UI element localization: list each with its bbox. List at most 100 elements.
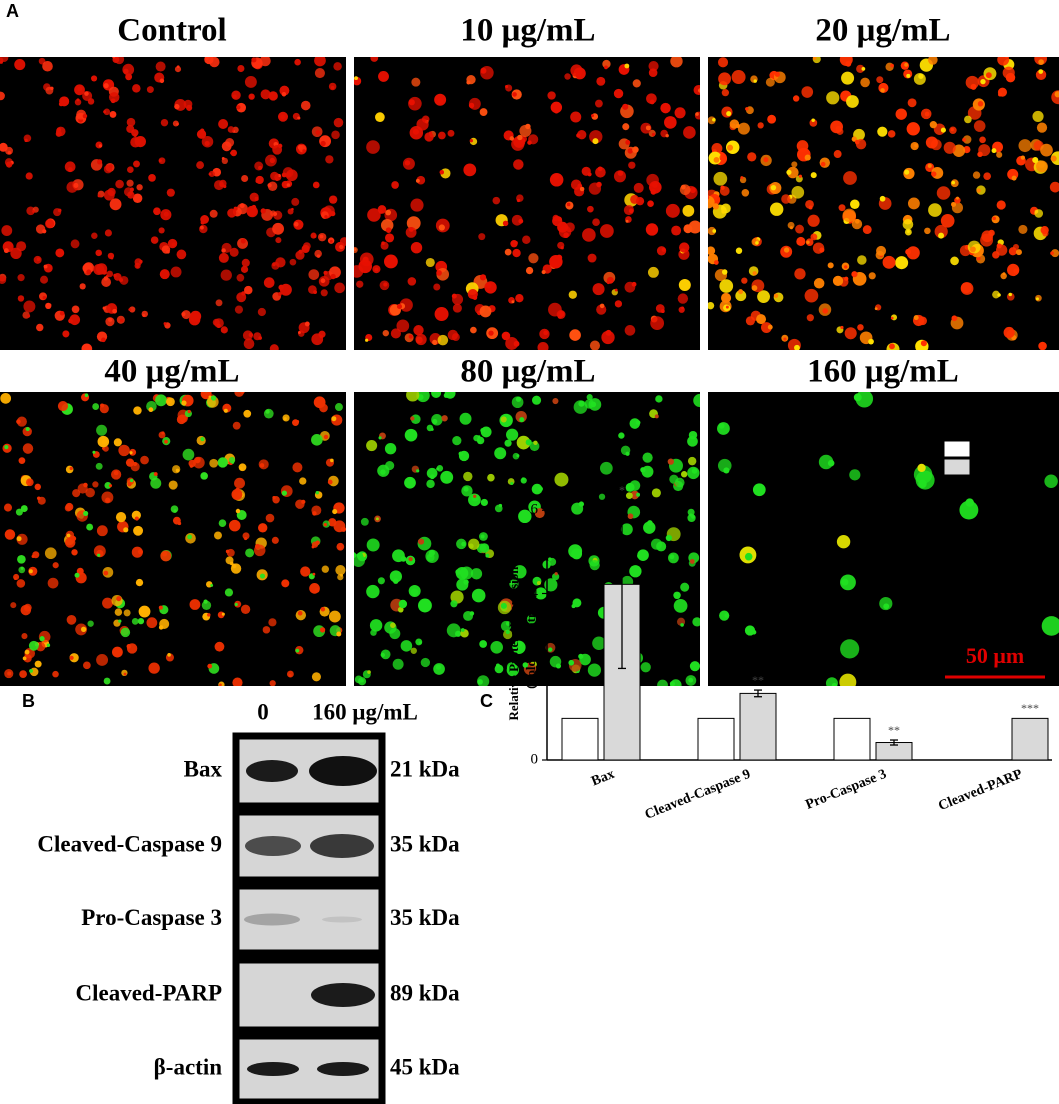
cell	[760, 322, 772, 333]
cell	[81, 343, 93, 350]
cell	[384, 254, 398, 269]
cell	[459, 412, 472, 425]
micrograph-background	[0, 392, 346, 686]
cell	[796, 236, 806, 247]
blot-band	[247, 1062, 299, 1076]
bar	[561, 717, 599, 761]
legend-label: 160 μg/mL	[976, 458, 1034, 473]
cell-spot	[917, 463, 926, 473]
cell-spot	[751, 629, 757, 635]
cell	[433, 283, 441, 291]
cell-spot	[962, 137, 967, 142]
cell-spot	[1008, 292, 1012, 297]
bar	[833, 717, 871, 761]
cell-spot	[401, 601, 406, 606]
cell-spot	[42, 229, 47, 234]
cell	[504, 248, 512, 256]
cell-spot	[649, 99, 655, 105]
cell	[150, 477, 162, 489]
cell-spot	[997, 293, 1001, 297]
cell	[189, 599, 201, 610]
cell	[587, 205, 594, 213]
cell	[148, 662, 160, 674]
cell-spot	[236, 105, 241, 110]
cell	[648, 60, 659, 72]
cell	[104, 229, 112, 237]
cell-spot	[194, 457, 201, 464]
cell	[450, 600, 458, 608]
cell-spot	[128, 308, 132, 312]
cell	[259, 57, 271, 67]
cell-spot	[525, 123, 531, 130]
cell-spot	[479, 274, 487, 281]
cell-spot	[113, 470, 119, 476]
significance: *	[619, 483, 625, 497]
cell	[232, 677, 243, 686]
cell	[370, 57, 379, 62]
cell-spot	[340, 573, 343, 577]
cell	[218, 119, 229, 129]
size-label: 89 kDa	[390, 980, 460, 1005]
cell	[731, 70, 746, 85]
cell	[170, 266, 182, 278]
cell-spot	[367, 670, 371, 674]
cell	[463, 163, 477, 177]
cell-spot	[836, 129, 840, 133]
cell-spot	[91, 76, 94, 80]
cell-spot	[412, 128, 419, 135]
cell	[895, 108, 907, 120]
cell	[190, 310, 202, 322]
cell-spot	[410, 416, 415, 421]
cell-spot	[519, 417, 525, 423]
cell	[557, 221, 569, 233]
cell	[213, 531, 222, 540]
cell	[504, 439, 512, 447]
cell-spot	[43, 264, 48, 269]
significance: **	[752, 673, 764, 687]
cell	[166, 397, 175, 407]
cell-spot	[650, 189, 657, 195]
cell	[589, 130, 603, 144]
cell	[408, 585, 421, 598]
cell	[882, 255, 896, 269]
cell-spot	[32, 210, 35, 213]
cell-spot	[297, 116, 301, 120]
cell	[1000, 272, 1007, 280]
cell	[160, 550, 172, 562]
cell-spot	[913, 315, 919, 321]
cell	[10, 602, 17, 609]
cell	[651, 488, 661, 498]
cell-spot	[207, 613, 211, 617]
cell	[22, 443, 34, 454]
cell-spot	[435, 664, 442, 670]
cell	[83, 661, 91, 670]
cell-spot	[277, 143, 283, 149]
cell	[592, 636, 606, 651]
cell	[741, 277, 748, 284]
cell	[132, 193, 143, 203]
cell	[688, 220, 700, 234]
cell-spot	[86, 269, 92, 275]
cell-spot	[688, 677, 694, 683]
cell-spot	[417, 538, 425, 545]
cell	[757, 122, 764, 129]
cell-spot	[139, 259, 143, 264]
cell	[741, 189, 750, 197]
cell-spot	[20, 566, 24, 570]
cell	[952, 144, 966, 157]
cell	[258, 523, 268, 533]
cell-spot	[48, 303, 52, 307]
cell	[426, 467, 438, 479]
cell-spot	[578, 501, 585, 507]
cell-spot	[174, 103, 180, 110]
cell-spot	[36, 257, 41, 262]
cell	[902, 219, 914, 230]
cell	[887, 130, 896, 138]
cell	[159, 269, 170, 280]
cell	[1002, 66, 1015, 79]
cell-spot	[591, 114, 594, 118]
cell-spot	[269, 157, 275, 164]
cell	[3, 503, 13, 512]
cell-spot	[272, 262, 276, 267]
cell-spot	[502, 220, 509, 227]
